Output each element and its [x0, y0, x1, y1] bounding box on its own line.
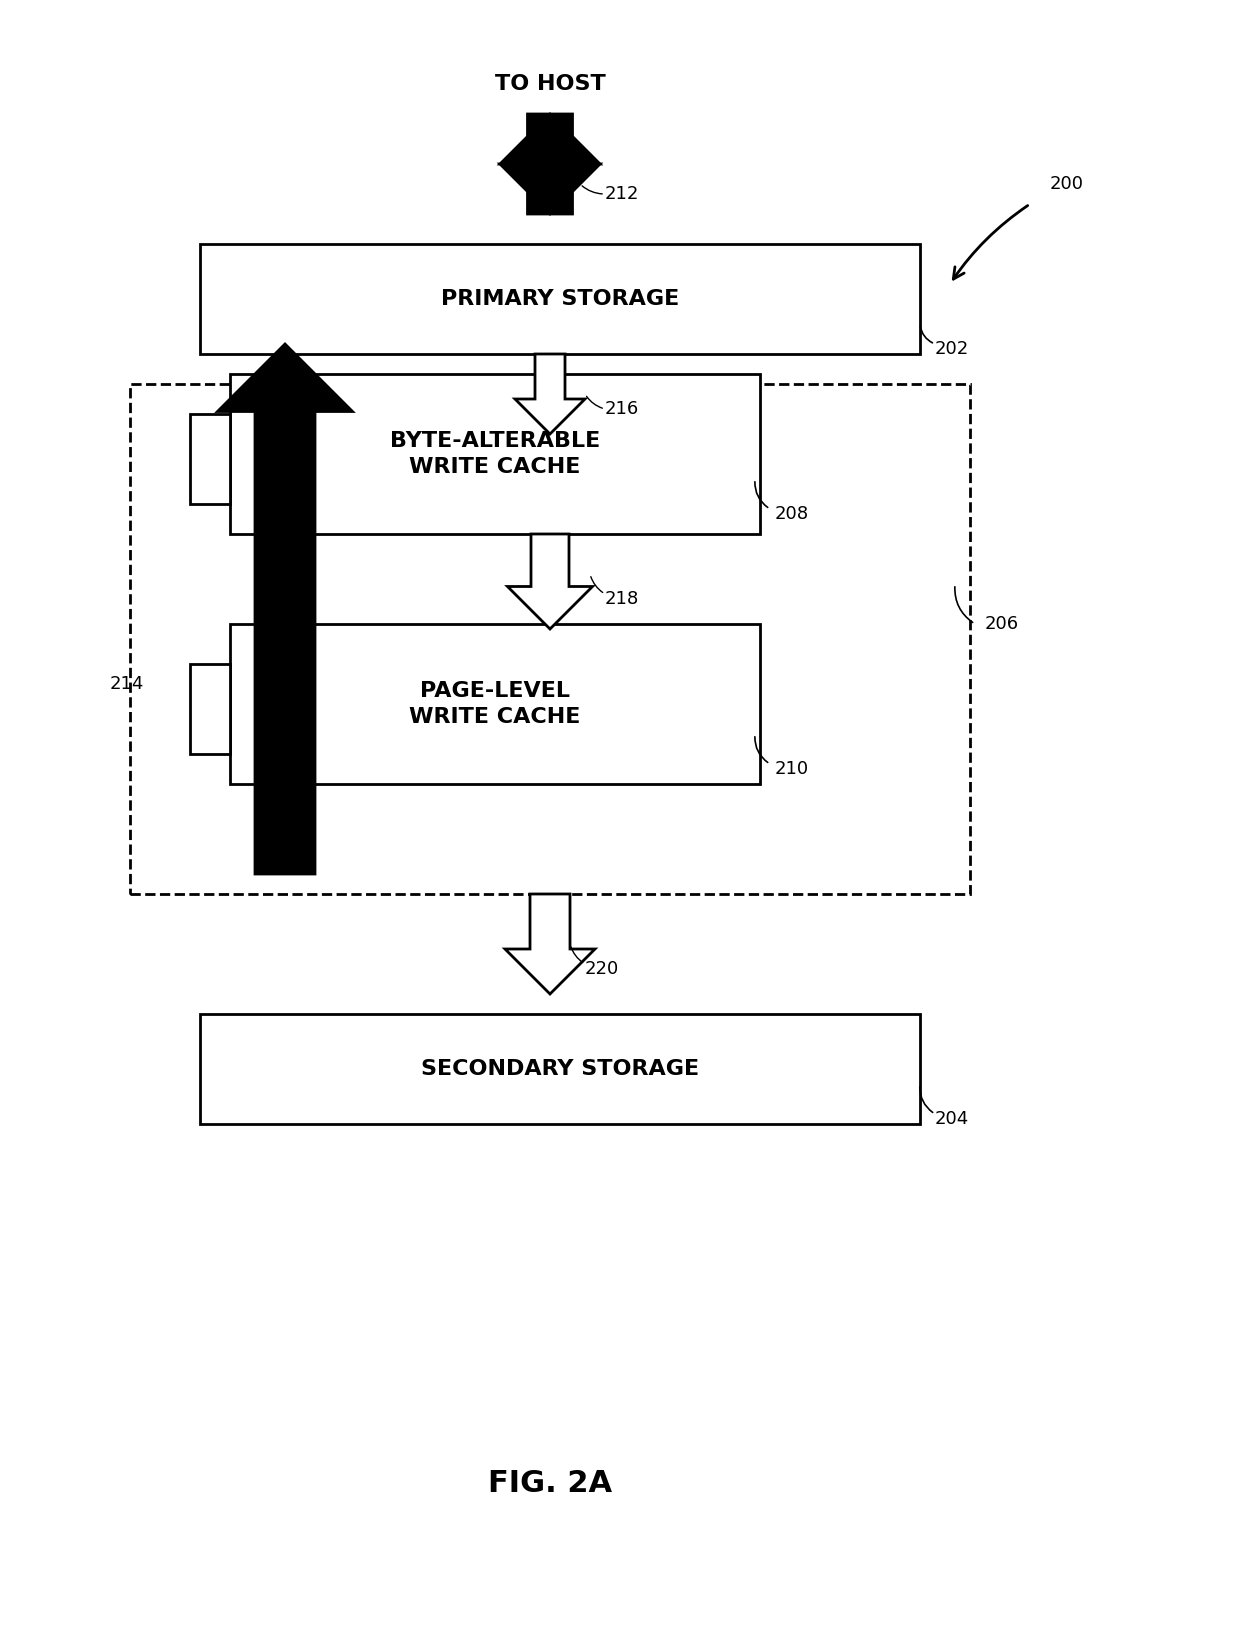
Polygon shape [500, 114, 600, 214]
FancyBboxPatch shape [229, 374, 760, 534]
FancyBboxPatch shape [190, 663, 229, 753]
FancyBboxPatch shape [200, 1015, 920, 1124]
Text: BYTE-ALTERABLE
WRITE CACHE: BYTE-ALTERABLE WRITE CACHE [389, 431, 600, 477]
Polygon shape [515, 355, 585, 435]
Text: 214: 214 [110, 675, 144, 693]
Text: 204: 204 [935, 1109, 970, 1127]
Text: SECONDARY STORAGE: SECONDARY STORAGE [420, 1059, 699, 1078]
Polygon shape [505, 894, 595, 993]
Text: FIG. 2A: FIG. 2A [487, 1469, 613, 1498]
Text: TO HOST: TO HOST [495, 74, 605, 95]
Text: 202: 202 [935, 340, 970, 358]
Text: 200: 200 [1050, 175, 1084, 193]
FancyBboxPatch shape [229, 624, 760, 784]
Text: 212: 212 [605, 185, 640, 203]
Text: 208: 208 [775, 505, 810, 523]
Polygon shape [500, 114, 600, 214]
FancyBboxPatch shape [190, 413, 229, 503]
FancyBboxPatch shape [130, 384, 970, 894]
Polygon shape [507, 534, 593, 629]
Text: 220: 220 [585, 961, 619, 979]
Text: PRIMARY STORAGE: PRIMARY STORAGE [441, 289, 680, 309]
Text: 218: 218 [605, 590, 640, 608]
Polygon shape [217, 345, 352, 874]
FancyBboxPatch shape [200, 243, 920, 355]
Text: PAGE-LEVEL
WRITE CACHE: PAGE-LEVEL WRITE CACHE [409, 681, 580, 727]
Text: 216: 216 [605, 400, 640, 418]
Text: 206: 206 [985, 614, 1019, 632]
Text: 210: 210 [775, 760, 810, 778]
